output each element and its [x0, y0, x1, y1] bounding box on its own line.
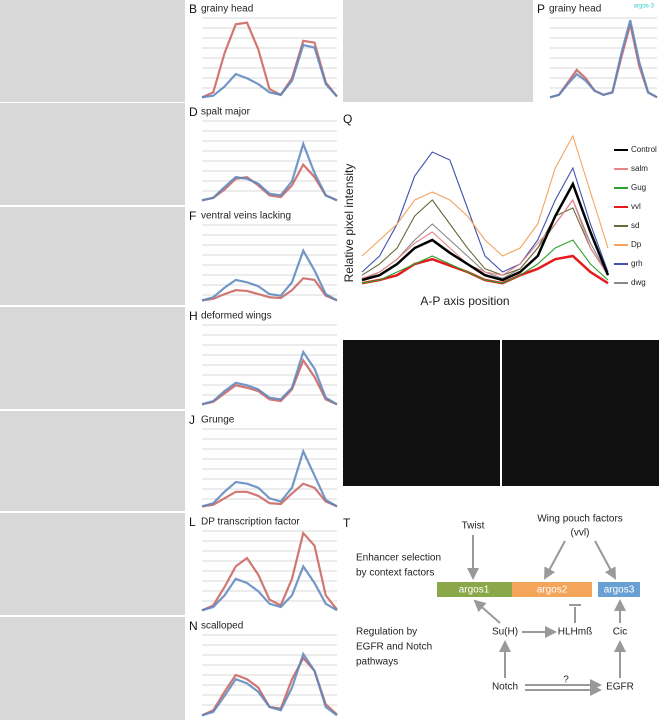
profile-line — [549, 19, 658, 99]
enhancer-label: argos2 — [537, 585, 568, 596]
legend-label: sd — [631, 221, 639, 230]
profile-line — [201, 651, 338, 717]
node: Cic — [613, 627, 627, 638]
legend-label: Gug — [631, 183, 646, 192]
legend-label: grh — [631, 259, 643, 268]
wing-image — [0, 207, 185, 305]
enhancer-box — [512, 582, 592, 597]
panel-label: B — [189, 2, 197, 16]
legend-label: salm — [631, 164, 648, 173]
enhancer-label: argos3 — [604, 585, 635, 596]
panel-label: H — [189, 309, 198, 323]
diagram: T Twist Wing pouch factors (vvl) Enhance… — [343, 514, 640, 696]
wing-image — [343, 0, 533, 102]
wing-image — [0, 411, 185, 511]
panel-label: D — [189, 105, 198, 119]
panel-label: J — [189, 413, 195, 427]
note: pathways — [356, 657, 398, 668]
profile-line — [201, 277, 338, 302]
series-line — [361, 239, 609, 284]
note: by context factors — [356, 568, 434, 579]
x-axis-title: A-P axis position — [420, 294, 509, 308]
note: EGFR and Notch — [356, 642, 432, 653]
panel-label: Q — [343, 112, 352, 126]
panel-label: P — [537, 2, 545, 16]
profile-panel: L DP transcription factor — [189, 515, 338, 612]
panel-title: Grunge — [201, 415, 235, 426]
panel-title: scalloped — [201, 621, 243, 632]
node: HLHmß — [558, 627, 592, 638]
enhancer-label: argos1 — [459, 585, 490, 596]
node: ? — [563, 675, 569, 686]
panel-label: F — [189, 209, 196, 223]
profile-line — [201, 43, 338, 99]
panel-title: DP transcription factor — [201, 517, 300, 528]
panel-title: deformed wings — [201, 311, 272, 322]
panel-label: L — [189, 515, 196, 529]
legend-label: Dp — [631, 240, 642, 249]
inhibit — [569, 604, 581, 623]
profile-line — [201, 349, 338, 406]
y-axis-title: Relative pixel intensity — [342, 164, 356, 283]
profile-line — [201, 162, 338, 202]
profile-line — [201, 530, 338, 612]
profile-line — [201, 563, 338, 612]
node: Notch — [492, 682, 518, 693]
panel-title: spalt major — [201, 107, 251, 118]
panel-title: grainy head — [549, 4, 601, 15]
node: EGFR — [606, 682, 634, 693]
legend-label: vvl — [631, 202, 641, 211]
series-line — [361, 134, 609, 257]
node: Su(H) — [492, 627, 518, 638]
series-line — [361, 198, 609, 279]
wing-image — [0, 513, 185, 615]
micrograph — [343, 340, 500, 486]
legend-label: Control — [631, 145, 657, 154]
series-line — [361, 151, 609, 273]
series-line — [361, 199, 609, 276]
enhancer-box — [598, 582, 640, 597]
profile-line — [201, 140, 338, 202]
legend-label: dwg — [631, 278, 646, 287]
profile-line — [201, 357, 338, 406]
arrow — [594, 540, 616, 580]
node: Twist — [462, 521, 485, 532]
profile-line — [201, 448, 338, 508]
micrograph — [502, 340, 659, 486]
panel-label: T — [343, 516, 351, 530]
note: Regulation by — [356, 627, 417, 638]
wing-image — [0, 103, 185, 205]
profile-line — [201, 482, 338, 508]
profile-line — [201, 248, 338, 302]
arrow — [473, 599, 501, 624]
panel-title: grainy head — [201, 4, 253, 15]
enhancer-box — [437, 582, 512, 597]
annotation: argos-3 — [634, 4, 655, 10]
wing-image — [0, 307, 185, 409]
node: Wing pouch factors — [537, 514, 623, 525]
series-line — [361, 254, 609, 285]
series-line — [361, 180, 610, 282]
profile-panel: J Grunge — [189, 413, 338, 508]
node: (vvl) — [571, 528, 590, 539]
arrow — [544, 540, 566, 580]
wing-image — [0, 0, 185, 102]
profile-line — [201, 21, 338, 99]
wing-image — [0, 617, 185, 720]
panel-title: ventral veins lacking — [201, 211, 291, 222]
note: Enhancer selection — [356, 553, 441, 564]
panel-label: N — [189, 619, 198, 633]
